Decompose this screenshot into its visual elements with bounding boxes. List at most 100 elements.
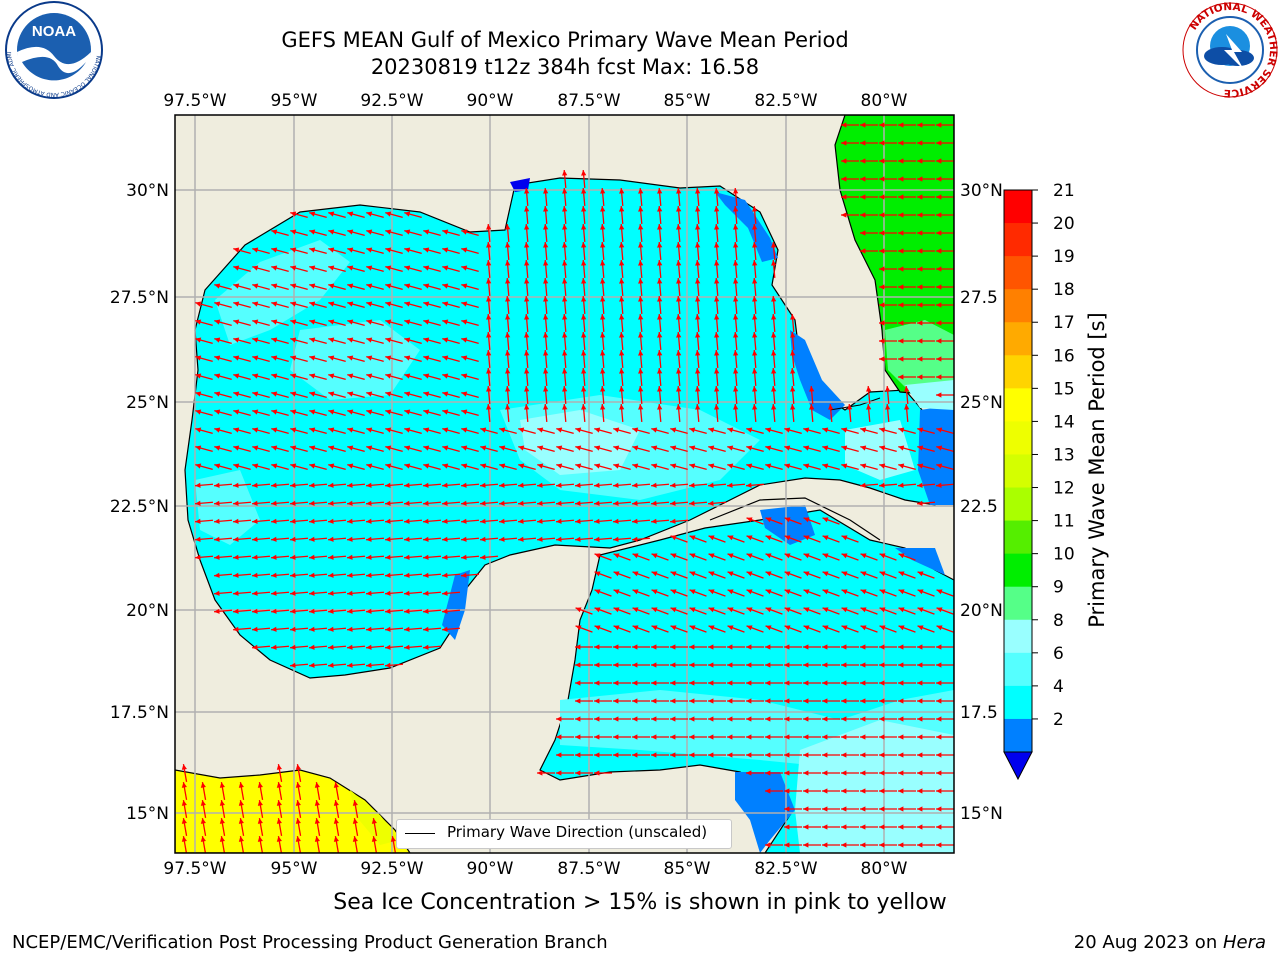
wave-arrow	[276, 782, 283, 800]
wave-arrow	[917, 320, 935, 326]
wave-arrow	[860, 158, 878, 164]
wave-arrow	[295, 800, 302, 818]
wave-arrow	[784, 842, 802, 848]
wave-arrow	[575, 445, 593, 452]
wave-arrow	[879, 770, 897, 776]
wave-arrow	[384, 662, 404, 668]
wave-arrow	[252, 265, 270, 272]
period-8-9-patch	[795, 720, 954, 853]
noaa-logo-text: NOAA	[32, 23, 76, 40]
colorbar-tick-label: 16	[1053, 346, 1075, 366]
wave-arrow	[461, 265, 479, 272]
wave-arrow	[314, 782, 321, 800]
wave-arrow	[841, 212, 859, 218]
wave-arrow	[860, 230, 878, 236]
wave-arrow	[689, 752, 707, 758]
wave-arrow	[708, 698, 726, 704]
wave-arrow	[651, 463, 669, 470]
wave-arrow	[841, 788, 859, 794]
lon-tick-label: 87.5°W	[557, 859, 620, 879]
wave-arrow	[594, 589, 612, 597]
wave-arrow	[346, 572, 366, 578]
wave-arrow	[670, 553, 688, 561]
wave-arrow	[404, 337, 422, 344]
wave-arrow	[403, 608, 423, 614]
wave-arrow	[733, 367, 739, 387]
wave-arrow	[898, 248, 916, 254]
wave-arrow	[442, 301, 460, 308]
wave-arrow	[200, 818, 207, 836]
lon-tick-label: 87.5°W	[557, 91, 620, 111]
wave-arrow	[632, 752, 650, 758]
wave-arrow	[289, 572, 309, 578]
wave-arrow	[537, 445, 555, 452]
colorbar-segment	[1004, 388, 1032, 422]
wave-arrow	[879, 248, 897, 254]
wave-arrow	[251, 536, 271, 542]
wave-arrow	[752, 331, 758, 351]
colorbar-tick-label: 19	[1053, 247, 1075, 267]
wave-arrow	[898, 158, 916, 164]
wave-arrow	[657, 313, 663, 333]
wave-arrow	[384, 500, 404, 506]
wave-arrow	[651, 680, 669, 686]
wave-arrow	[252, 337, 270, 344]
wave-arrow	[841, 734, 859, 740]
wave-arrow	[499, 445, 517, 452]
wave-arrow	[575, 607, 593, 615]
wave-arrow	[594, 752, 612, 758]
wave-arrow	[346, 554, 366, 560]
wave-arrow	[328, 247, 346, 254]
wave-arrow	[670, 445, 688, 452]
wave-arrow	[936, 644, 954, 650]
wave-arrow	[308, 590, 328, 596]
wave-arrow	[860, 607, 878, 615]
wave-arrow	[809, 403, 815, 423]
wave-arrow	[384, 626, 404, 632]
lon-tick-label: 80°W	[861, 91, 908, 111]
wave-arrow	[936, 427, 954, 434]
wave-arrow	[365, 536, 385, 542]
wave-arrow	[238, 818, 245, 836]
wave-arrow	[860, 553, 878, 561]
wave-arrow	[917, 698, 935, 704]
wave-arrow	[613, 662, 631, 668]
wave-arrow	[897, 482, 917, 488]
wave-arrow	[619, 313, 625, 333]
wave-arrow	[936, 194, 954, 200]
wave-arrow	[518, 445, 536, 452]
wave-arrow	[594, 644, 612, 650]
wave-arrow	[860, 589, 878, 597]
wave-arrow	[271, 355, 289, 362]
wave-arrow	[404, 265, 422, 272]
wave-arrow	[638, 223, 644, 243]
chart-subtitle: 20230819 t12z 384h fcst Max: 16.58	[370, 55, 760, 79]
wave-arrow	[581, 403, 587, 423]
wave-arrow	[461, 229, 479, 236]
wave-arrow	[841, 122, 859, 128]
lat-tick-label: 27.5	[960, 288, 998, 308]
wave-arrow	[726, 482, 746, 488]
wave-arrow	[290, 211, 308, 218]
wave-arrow	[879, 752, 897, 758]
wave-arrow	[822, 842, 840, 848]
wave-arrow	[733, 223, 739, 243]
wave-arrow	[936, 122, 954, 128]
wave-arrow	[879, 571, 897, 579]
wave-arrow	[784, 427, 802, 434]
wave-arrow	[384, 572, 404, 578]
wave-arrow	[714, 277, 720, 297]
wave-arrow	[346, 644, 366, 650]
wave-arrow	[308, 572, 328, 578]
wave-arrow	[543, 367, 549, 387]
wave-arrow	[657, 277, 663, 297]
wave-arrow	[404, 211, 422, 218]
wave-arrow	[670, 644, 688, 650]
wave-arrow	[200, 782, 207, 800]
wave-arrow	[714, 295, 720, 315]
wave-arrow	[733, 349, 739, 369]
wave-arrow	[822, 427, 840, 434]
wave-arrow	[309, 301, 327, 308]
wave-arrow	[594, 625, 612, 633]
wave-arrow	[404, 247, 422, 254]
